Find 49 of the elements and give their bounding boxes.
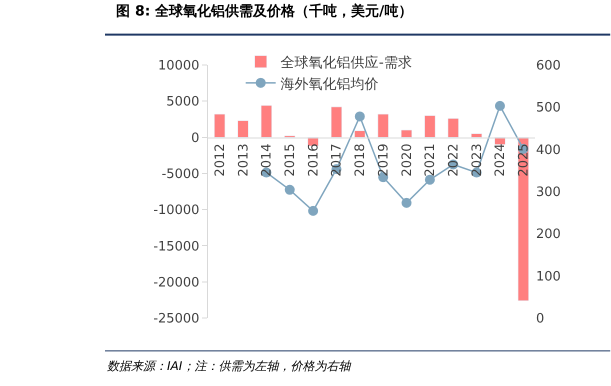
x-tick-label: 2013 bbox=[236, 143, 252, 177]
y-tick-label: -5000 bbox=[162, 166, 200, 182]
x-tick-label: 2015 bbox=[282, 143, 298, 177]
x-tick-label: 2012 bbox=[212, 143, 228, 177]
y2-tick-label: 200 bbox=[536, 227, 561, 242]
y-tick-label: -15000 bbox=[153, 239, 200, 254]
bar bbox=[471, 133, 482, 138]
chart-title: 图 8: 全球氧化铝供需及价格（千吨，美元/吨） bbox=[116, 2, 412, 20]
legend-label: 全球氧化铝供应-需求 bbox=[280, 55, 412, 72]
y-tick-label: 0 bbox=[191, 130, 200, 146]
point bbox=[402, 198, 412, 208]
x-tick-label: 2024 bbox=[493, 143, 508, 177]
bar bbox=[260, 105, 272, 138]
bar bbox=[330, 106, 342, 138]
x-tick-label: 2016 bbox=[306, 143, 322, 177]
y-tick-label: -10000 bbox=[153, 203, 200, 218]
y2-tick-label: 400 bbox=[536, 142, 561, 158]
legend-label: 海外氧化铝均价 bbox=[280, 76, 379, 92]
x-tick-label: 2022 bbox=[446, 143, 462, 177]
y2-tick-label: 500 bbox=[536, 100, 561, 116]
y2-tick-label: 300 bbox=[536, 185, 561, 200]
bar bbox=[518, 137, 529, 301]
point bbox=[494, 100, 505, 111]
x-tick-label: 2023 bbox=[470, 143, 485, 177]
bar bbox=[448, 118, 459, 138]
bar bbox=[401, 130, 412, 138]
y-tick-label: 10000 bbox=[158, 58, 200, 74]
bar bbox=[354, 130, 366, 138]
x-tick-label: 2021 bbox=[423, 143, 438, 177]
x-tick-label: 2014 bbox=[260, 143, 275, 177]
y-tick-label: -20000 bbox=[153, 275, 200, 290]
bar bbox=[424, 115, 436, 138]
source-note: 数据来源：IAI；注：供需为左轴，价格为右轴 bbox=[107, 359, 352, 373]
point bbox=[284, 184, 295, 195]
bar bbox=[378, 114, 389, 138]
point bbox=[354, 111, 365, 122]
x-tick-label: 2019 bbox=[376, 143, 392, 177]
x-tick-label: 2018 bbox=[353, 143, 368, 177]
y2-tick-label: 600 bbox=[536, 58, 561, 74]
bar bbox=[238, 120, 249, 138]
y2-tick-label: 100 bbox=[536, 269, 561, 284]
y2-tick-label: 0 bbox=[536, 312, 544, 327]
y-tick-label: -25000 bbox=[153, 312, 200, 327]
x-tick-label: 2025 bbox=[516, 143, 532, 177]
x-tick-label: 2020 bbox=[400, 143, 415, 177]
x-tick-label: 2017 bbox=[330, 143, 345, 177]
bar bbox=[214, 114, 226, 138]
point bbox=[308, 206, 318, 216]
y-tick-label: 5000 bbox=[166, 94, 200, 110]
